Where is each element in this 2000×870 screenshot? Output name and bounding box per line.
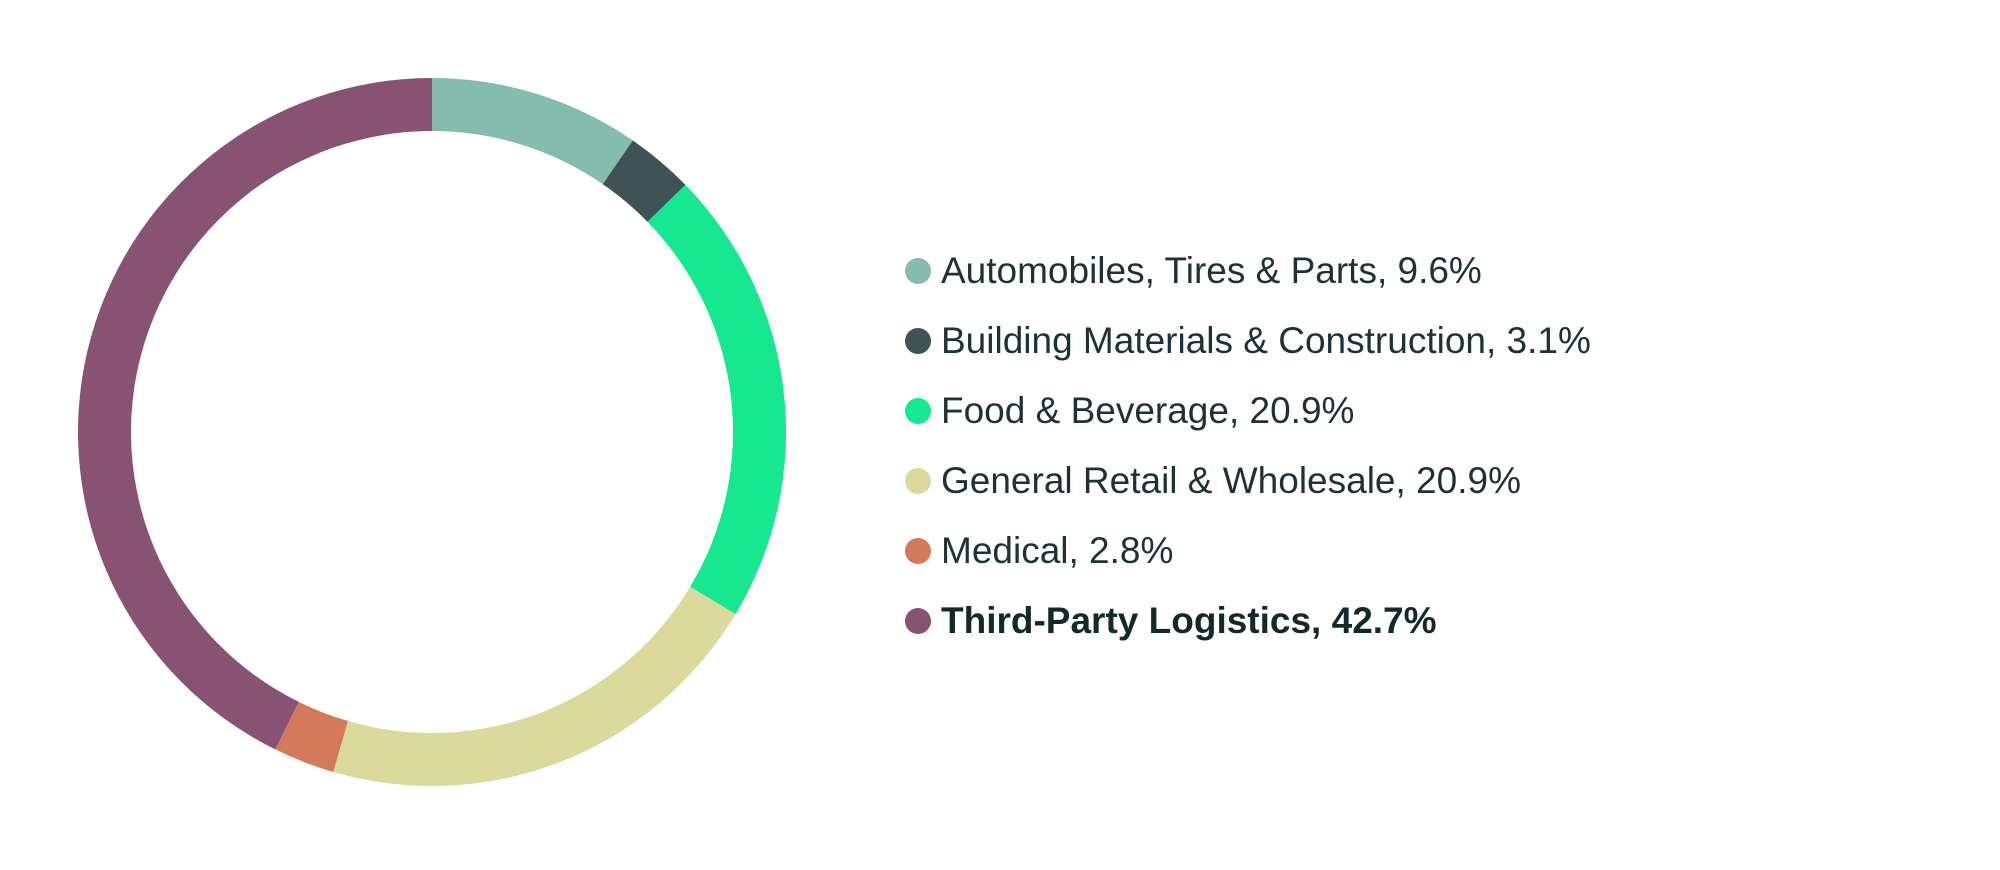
legend-item: Third-Party Logistics, 42.7%	[905, 586, 1591, 656]
legend-swatch-icon	[905, 398, 931, 424]
chart-legend: Automobiles, Tires & Parts, 9.6% Building…	[905, 236, 1591, 656]
legend-item: Food & Beverage, 20.9%	[905, 376, 1591, 446]
legend-swatch-icon	[905, 258, 931, 284]
legend-label: Building Materials & Construction, 3.1%	[941, 320, 1591, 361]
donut-slice	[77, 78, 432, 750]
legend-item: General Retail & Wholesale, 20.9%	[905, 446, 1591, 516]
donut-slice	[275, 701, 349, 772]
legend-swatch-icon	[905, 538, 931, 564]
legend-swatch-icon	[905, 328, 931, 354]
legend-item: Automobiles, Tires & Parts, 9.6%	[905, 236, 1591, 306]
legend-label: Medical, 2.8%	[941, 530, 1174, 571]
legend-label: Automobiles, Tires & Parts, 9.6%	[941, 250, 1482, 291]
donut-slice	[432, 78, 633, 185]
legend-swatch-icon	[905, 608, 931, 634]
legend-item: Building Materials & Construction, 3.1%	[905, 306, 1591, 376]
legend-label: General Retail & Wholesale, 20.9%	[941, 460, 1521, 501]
legend-item: Medical, 2.8%	[905, 516, 1591, 586]
legend-label: Food & Beverage, 20.9%	[941, 390, 1355, 431]
donut-slice	[647, 184, 786, 615]
legend-swatch-icon	[905, 468, 931, 494]
donut-slice	[602, 140, 686, 222]
donut-slices	[77, 78, 786, 786]
donut-slice	[333, 586, 736, 786]
legend-label: Third-Party Logistics, 42.7%	[941, 600, 1437, 641]
